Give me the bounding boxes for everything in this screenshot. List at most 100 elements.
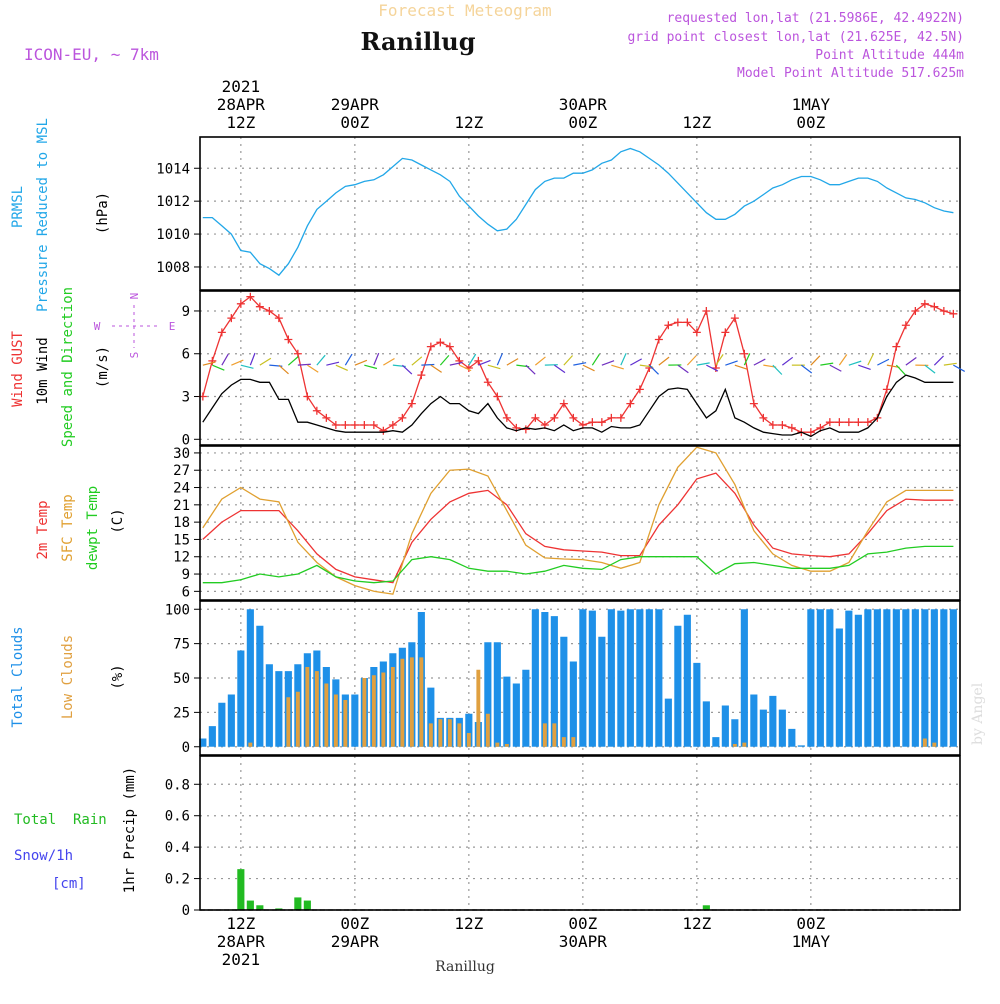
low-clouds-bar <box>742 743 746 747</box>
low-clouds-bar <box>467 733 471 747</box>
precip-ytick-label: 0.2 <box>165 872 190 888</box>
low-clouds-bar <box>733 744 737 747</box>
total-clouds-bar <box>760 710 767 747</box>
low-clouds-bar <box>419 657 423 746</box>
total-clouds-bar <box>247 609 254 747</box>
total-clouds-bar <box>579 609 586 747</box>
compass-s: S <box>128 352 141 359</box>
low-clouds-bar <box>324 684 328 747</box>
time-label-top: 1MAY <box>792 95 831 114</box>
clouds-ytick-label: 100 <box>165 602 190 618</box>
time-label-bottom: 00Z <box>340 914 369 933</box>
total-clouds-bar <box>722 706 729 747</box>
wind-ytick-label: 3 <box>182 390 190 406</box>
low-clouds-bar <box>362 678 366 747</box>
cloud-label-1: Total Clouds <box>10 626 26 727</box>
total-clouds-bar <box>646 609 653 747</box>
point-altitude: Point Altitude 444m <box>815 48 964 63</box>
low-clouds-bar <box>486 714 490 747</box>
time-label-bottom: 1MAY <box>792 932 831 951</box>
time-label-bottom: 12Z <box>454 914 483 933</box>
wind-arrow <box>421 364 434 365</box>
precip-ytick-label: 0.4 <box>165 840 190 856</box>
total-clouds-bar <box>560 637 567 747</box>
temp-ytick-label: 30 <box>173 446 190 462</box>
low-clouds-bar <box>334 695 338 747</box>
total-clouds-bar <box>266 664 273 747</box>
total-clouds-bar <box>655 609 662 747</box>
total-clouds-bar <box>636 609 643 747</box>
total-clouds-bar <box>883 609 890 747</box>
wind-ytick-label: 6 <box>182 347 190 363</box>
compass-n: N <box>128 293 141 300</box>
cloud-label-2: Low Clouds <box>60 635 76 719</box>
low-clouds-bar <box>296 692 300 747</box>
wind-label-3: Speed and Direction <box>60 287 76 447</box>
total-clouds-bar <box>627 609 634 747</box>
rain-bar <box>247 901 254 910</box>
pressure-ytick-label: 1012 <box>156 194 190 210</box>
time-label-top: 00Z <box>568 113 597 132</box>
temp-label-3: dewpt Temp <box>85 486 101 570</box>
requested-coords: requested lon,lat (21.5986E, 42.4922N) <box>667 11 964 26</box>
time-label-top: 2021 <box>222 77 261 96</box>
low-clouds-bar <box>448 719 452 747</box>
total-clouds-bar <box>845 611 852 747</box>
total-clouds-bar <box>712 737 719 747</box>
low-clouds-bar <box>552 723 556 746</box>
total-clouds-bar <box>807 609 814 747</box>
total-clouds-bar <box>522 670 529 747</box>
wind-ytick-label: 9 <box>182 304 190 320</box>
low-clouds-bar <box>315 671 319 747</box>
compass-e: E <box>169 320 176 333</box>
low-clouds-bar <box>923 739 927 747</box>
total-clouds-bar <box>741 609 748 747</box>
temp-ytick-label: 15 <box>173 532 190 548</box>
time-label-top: 12Z <box>454 113 483 132</box>
total-clouds-bar <box>617 611 624 747</box>
total-clouds-bar <box>275 671 282 747</box>
precip-unit: 1hr Precip (mm) <box>122 767 138 893</box>
time-label-top: 29APR <box>331 95 380 114</box>
total-clouds-bar <box>503 677 510 747</box>
pressure-ytick-label: 1008 <box>156 260 190 276</box>
time-label-top: 28APR <box>217 95 266 114</box>
low-clouds-bar <box>543 723 547 746</box>
total-clouds-bar <box>750 695 757 747</box>
pressure-label-1: PRMSL <box>10 186 26 228</box>
total-clouds-bar <box>256 626 263 747</box>
low-clouds-bar <box>932 743 936 747</box>
low-clouds-bar <box>476 670 480 747</box>
low-clouds-bar <box>410 657 414 746</box>
time-label-bottom: 30APR <box>559 932 608 951</box>
total-clouds-bar <box>836 629 843 747</box>
total-clouds-bar <box>665 699 672 747</box>
pressure-label-2: Pressure Reduced to MSL <box>35 118 51 312</box>
low-clouds-bar <box>505 744 509 747</box>
low-clouds-bar <box>372 675 376 747</box>
time-label-bottom: 2021 <box>222 950 261 969</box>
low-clouds-bar <box>400 659 404 747</box>
time-label-bottom: 00Z <box>568 914 597 933</box>
low-clouds-bar <box>429 723 433 746</box>
total-clouds-bar <box>817 609 824 747</box>
total-clouds-bar <box>703 701 710 746</box>
total-clouds-bar <box>589 611 596 747</box>
total-clouds-bar <box>912 609 919 747</box>
clouds-ytick-label: 50 <box>173 671 190 687</box>
time-label-top: 12Z <box>682 113 711 132</box>
temp-ytick-label: 24 <box>173 481 190 497</box>
time-label-bottom: 29APR <box>331 932 380 951</box>
temp-ytick-label: 12 <box>173 550 190 566</box>
time-label-bottom: 12Z <box>226 914 255 933</box>
time-label-top: 00Z <box>340 113 369 132</box>
model-altitude: Model Point Altitude 517.625m <box>737 66 964 81</box>
total-clouds-bar <box>798 745 805 746</box>
precip-ytick-label: 0.8 <box>165 777 190 793</box>
low-clouds-bar <box>457 723 461 746</box>
total-clouds-bar <box>513 684 520 747</box>
temp-label-2: SFC Temp <box>60 494 76 561</box>
wind-label-2: 10m Wind <box>35 337 51 404</box>
time-label-bottom: 28APR <box>217 932 266 951</box>
footer-label: Ranillug <box>435 959 495 975</box>
